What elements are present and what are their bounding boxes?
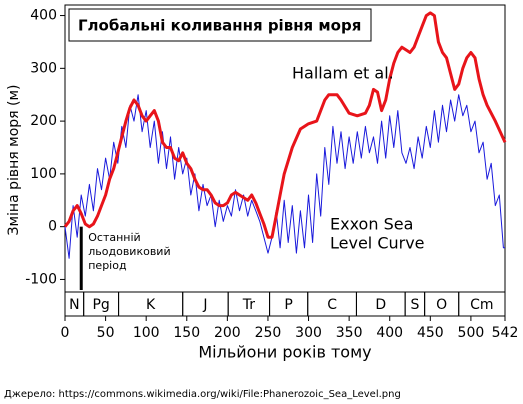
title-box bbox=[68, 8, 372, 42]
x-tick-label: 250 bbox=[255, 325, 282, 341]
x-tick-label: 450 bbox=[417, 325, 444, 341]
chart-title: Глобальні коливання рівня моря bbox=[78, 17, 361, 35]
x-tick-label: 0 bbox=[61, 325, 70, 341]
series-label: Exxon Sea bbox=[330, 215, 413, 234]
period-label: O bbox=[436, 297, 447, 313]
x-tick-label: 400 bbox=[376, 325, 403, 341]
period-label: P bbox=[284, 297, 292, 313]
period-label: K bbox=[146, 297, 156, 313]
period-label: D bbox=[375, 297, 386, 313]
x-tick-label: 542 bbox=[492, 325, 519, 341]
y-tick-label: -100 bbox=[25, 271, 57, 287]
source: Джерело: https://commons.wikimedia.org/w… bbox=[4, 389, 401, 400]
x-tick-label: 50 bbox=[97, 325, 115, 341]
period-label: N bbox=[69, 297, 79, 313]
ice-age-label: період bbox=[88, 259, 127, 272]
y-tick-label: 400 bbox=[30, 8, 57, 24]
plot-frame bbox=[64, 4, 506, 317]
ice-age-label: Останній bbox=[88, 231, 140, 244]
series-label: Hallam et al. bbox=[292, 64, 394, 83]
y-axis-label: Зміна рівня моря (м) bbox=[6, 84, 22, 235]
series-line bbox=[63, 11, 507, 239]
y-tick-label: 0 bbox=[48, 219, 57, 235]
y-tick-label: 200 bbox=[30, 113, 57, 129]
period-label: C bbox=[327, 297, 337, 313]
x-tick-label: 300 bbox=[295, 325, 322, 341]
series-line bbox=[64, 94, 505, 259]
y-tick-label: 300 bbox=[30, 60, 57, 76]
period-label: J bbox=[202, 297, 207, 313]
period-label: Pg bbox=[92, 297, 109, 313]
period-label: Tr bbox=[242, 297, 255, 313]
x-tick-label: 100 bbox=[133, 325, 160, 341]
ice-age-label: льодовиковий bbox=[88, 245, 170, 258]
x-tick-label: 350 bbox=[336, 325, 363, 341]
x-axis-label: Мільйони років тому bbox=[198, 343, 371, 362]
period-cell bbox=[458, 291, 506, 317]
x-tick-label: 500 bbox=[458, 325, 485, 341]
period-label: Cm bbox=[470, 297, 493, 313]
series-label: Level Curve bbox=[330, 234, 425, 253]
y-tick-label: 100 bbox=[30, 166, 57, 182]
x-tick-label: 200 bbox=[214, 325, 241, 341]
period-label: S bbox=[410, 297, 419, 313]
x-tick-label: 150 bbox=[173, 325, 200, 341]
